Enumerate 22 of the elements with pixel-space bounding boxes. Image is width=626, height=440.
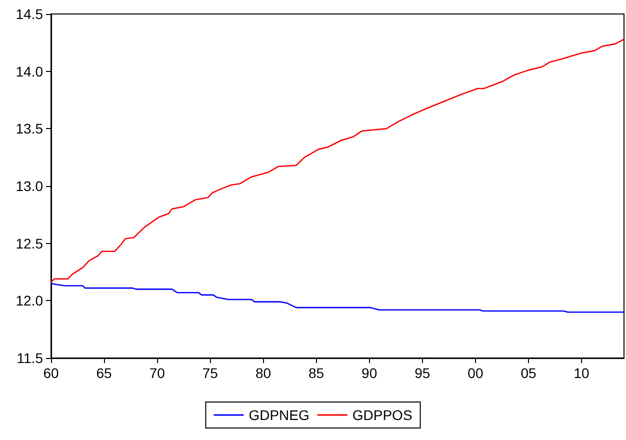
x-tick-label: 70 [149,365,166,381]
x-tick-label: 90 [362,365,378,381]
legend-label: GDPPOS [352,407,412,423]
y-tick-label: 11.5 [16,350,44,366]
x-tick-label: 05 [520,365,536,381]
x-tick-label: 60 [43,365,59,381]
x-tick-label: 75 [202,365,218,381]
x-tick-label: 10 [574,365,590,381]
y-tick-label: 13.0 [16,178,44,194]
x-tick-label: 80 [255,365,272,381]
x-tick-label: 85 [308,365,324,381]
x-tick-label: 65 [96,365,112,381]
y-tick-label: 12.0 [16,292,44,309]
legend-label: GDPNEG [248,407,310,423]
y-tick-label: 13.5 [16,120,44,137]
y-tick-label: 14.5 [16,6,44,22]
x-tick-label: 95 [414,365,430,381]
y-tick-label: 14.0 [16,63,44,80]
line-series [50,38,625,283]
x-tick-label: 00 [468,365,484,381]
y-tick-label: 12.5 [16,235,44,252]
line-series [50,282,625,313]
